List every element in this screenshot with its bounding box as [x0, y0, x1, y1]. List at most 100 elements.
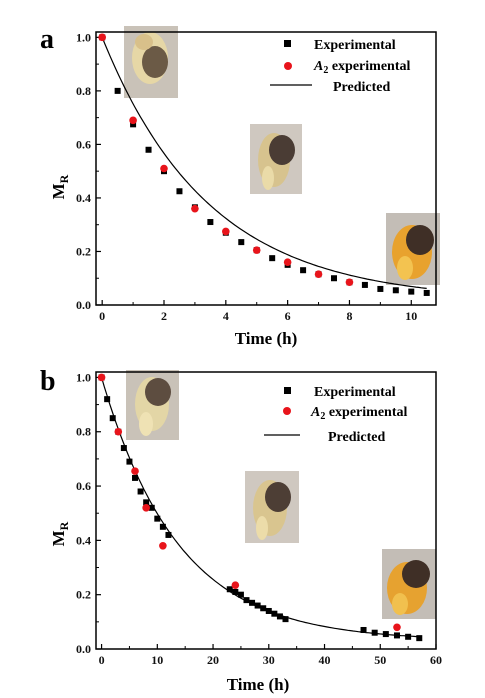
a2-experimental-point — [345, 278, 354, 287]
y-tick-label: 0.4 — [76, 533, 91, 547]
a2-experimental-point — [222, 227, 230, 236]
legend-label-predicted-a: Predicted — [333, 80, 390, 95]
a2-experimental-point — [159, 542, 167, 550]
y-tick-label: 0.0 — [76, 298, 91, 312]
x-tick-label: 6 — [285, 309, 291, 323]
y-axis-title-b: MR — [49, 521, 71, 546]
experimental-point — [159, 523, 166, 530]
legend-marker-experimental-a — [284, 40, 291, 47]
experimental-point — [392, 287, 399, 294]
a2-experimental-point — [131, 467, 139, 475]
experimental-point — [331, 275, 337, 282]
legend-marker-a2-b — [283, 407, 291, 415]
a2-experimental-point — [129, 116, 137, 125]
a2-experimental-point — [252, 246, 261, 254]
experimental-point — [393, 632, 400, 639]
y-axis-title-a: MR — [49, 174, 71, 199]
y-tick-label: 0.8 — [76, 84, 91, 98]
a2-experimental-point — [97, 373, 106, 382]
plot-frame-a — [95, 31, 437, 306]
experimental-point — [269, 255, 276, 262]
experimental-point — [148, 504, 155, 511]
experimental-point — [276, 613, 283, 620]
a2-experimental-point — [160, 164, 168, 173]
experimental-point — [265, 607, 272, 614]
a2-experimental-point — [98, 33, 106, 42]
experimental-point — [260, 605, 267, 612]
experimental-point — [137, 488, 144, 495]
y-tick-label: 0.2 — [76, 244, 91, 258]
experimental-point — [165, 531, 172, 538]
predicted-curve-a — [101, 37, 427, 289]
experimental-point — [126, 458, 133, 465]
x-axis-title-a: Time (h) — [235, 329, 298, 348]
x-tick-label: 60 — [430, 653, 442, 667]
legend-label-experimental-b: Experimental — [314, 385, 396, 400]
a2-experimental-point — [283, 258, 292, 266]
x-tick-label: 30 — [263, 653, 275, 667]
x-tick-label: 0 — [99, 653, 105, 667]
experimental-point — [416, 635, 423, 642]
y-tick-label: 0.4 — [76, 191, 91, 205]
experimental-point — [300, 267, 307, 274]
experimental-point — [143, 499, 150, 506]
experimental-point — [132, 474, 139, 481]
experimental-point — [377, 285, 384, 292]
panel-label-b: b — [40, 366, 56, 397]
x-tick-label: 10 — [405, 309, 417, 323]
legend-label-experimental-a: Experimental — [314, 38, 396, 53]
y-tick-label: 0.8 — [76, 425, 91, 439]
x-tick-label: 50 — [374, 653, 386, 667]
panel-label-a: a — [40, 24, 54, 55]
x-tick-label: 10 — [151, 653, 163, 667]
x-tick-label: 20 — [207, 653, 219, 667]
x-tick-label: 0 — [99, 309, 105, 323]
experimental-point — [243, 597, 250, 604]
a2-experimental-point — [231, 581, 240, 589]
a2-experimental-point — [393, 623, 401, 632]
y-tick-label: 0.0 — [76, 642, 91, 656]
y-tick-label: 0.6 — [76, 137, 91, 151]
experimental-point — [238, 239, 245, 246]
legend-marker-a2-a — [284, 62, 292, 70]
x-tick-label: 4 — [223, 309, 229, 323]
experimental-point — [271, 610, 278, 617]
experimental-point — [207, 219, 214, 226]
experimental-point — [120, 445, 127, 452]
experimental-point — [232, 588, 239, 595]
experimental-point — [405, 633, 412, 640]
a2-experimental-point — [142, 503, 150, 512]
experimental-point — [282, 616, 289, 623]
y-tick-label: 1.0 — [76, 30, 91, 44]
seed-photo-end — [386, 213, 440, 285]
seed-photo-end — [382, 549, 436, 619]
y-tick-label: 1.0 — [76, 370, 91, 384]
experimental-point — [130, 121, 137, 128]
experimental-point — [145, 146, 152, 153]
legend-b: Experimental A2 experimental Predicted — [264, 385, 407, 445]
a2-experimental-point — [114, 427, 123, 436]
seed-photo-mid — [250, 124, 302, 194]
panel-a: a 0 2 4 6 8 10 0.0 0.2 0.4 0.6 0.8 1.0 Time (h) — [40, 24, 440, 348]
experimental-point — [226, 586, 233, 593]
legend-marker-experimental-b — [284, 387, 291, 394]
panel-b: b 0 10 20 30 40 50 60 0.0 0.2 0.4 0.6 0.8 1.0 Time … — [40, 366, 442, 694]
experimental-point — [360, 626, 367, 633]
experimental-point — [361, 281, 368, 288]
legend-label-a2-a: A2 experimental — [313, 59, 410, 76]
experimental-point — [237, 591, 244, 598]
experimental-point — [382, 631, 389, 638]
experimental-point — [249, 599, 256, 606]
y-tick-label: 0.6 — [76, 479, 91, 493]
experimental-point — [408, 288, 415, 295]
x-tick-label: 8 — [346, 309, 352, 323]
seed-photo-0h — [126, 370, 179, 440]
experimental-point — [254, 602, 261, 609]
a2-experimental-point — [314, 270, 323, 279]
a2-experimental-point — [191, 204, 199, 213]
x-tick-label: 2 — [161, 309, 167, 323]
legend-label-predicted-b: Predicted — [328, 430, 385, 445]
experimental-point — [114, 87, 121, 94]
experimental-point — [176, 188, 183, 195]
